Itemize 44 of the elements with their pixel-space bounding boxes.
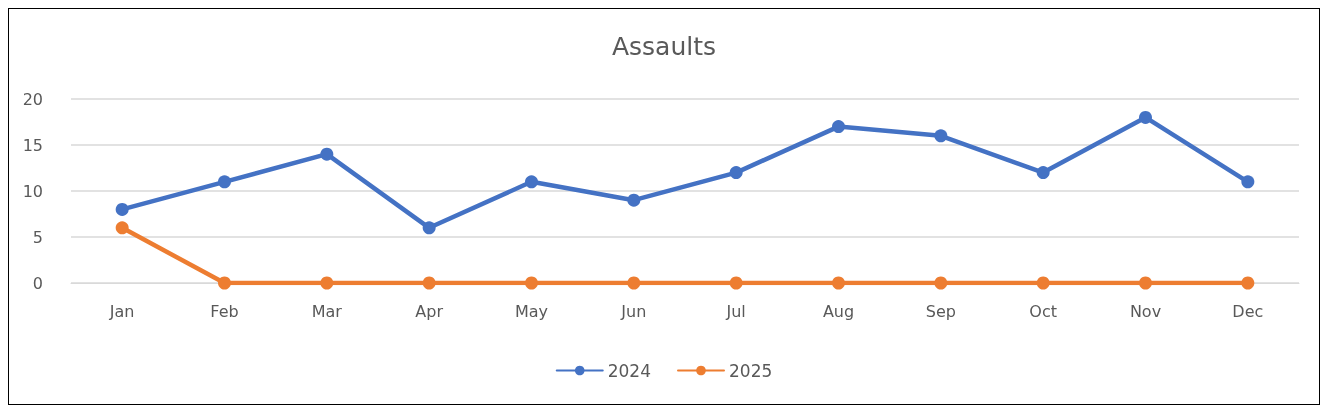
point [525,276,538,290]
point [627,276,641,290]
x-tick-label: Sep [925,301,956,321]
point [832,120,845,134]
legend-label: 2024 [607,360,651,381]
y-tick-label: 5 [32,227,43,247]
y-tick-label: 10 [22,181,43,201]
point [1036,276,1050,290]
point [525,175,538,189]
point [218,276,231,290]
x-tick-label: Jul [725,301,746,321]
point [1241,175,1255,189]
x-tick-label: Jun [620,301,647,321]
x-tick-label: Nov [1129,301,1162,321]
point [422,276,436,290]
y-tick-label: 15 [22,135,43,155]
chart-title: Assaults [611,32,717,61]
y-tick-label: 0 [32,273,43,293]
x-tick-label: Dec [1232,301,1264,321]
point [218,175,231,189]
legend-label: 2025 [729,360,773,381]
x-tick-label: May [514,301,549,321]
point [729,276,743,290]
point [320,276,334,290]
point [1036,166,1050,180]
point [832,276,845,290]
point [115,202,129,216]
x-tick-label: Oct [1029,301,1057,321]
point [934,129,948,143]
y-tick-label: 20 [22,89,43,109]
x-tick-label: Apr [415,301,444,321]
point [1139,110,1152,124]
point [729,166,743,180]
point [1139,276,1152,290]
point [422,221,436,235]
point [1241,276,1255,290]
x-tick-label: Jan [108,301,135,321]
point [320,147,334,161]
point [934,276,948,290]
x-tick-label: Feb [210,301,239,321]
x-tick-label: Aug [822,301,855,321]
point [115,221,129,235]
point [627,193,641,207]
x-tick-label: Mar [311,301,343,321]
